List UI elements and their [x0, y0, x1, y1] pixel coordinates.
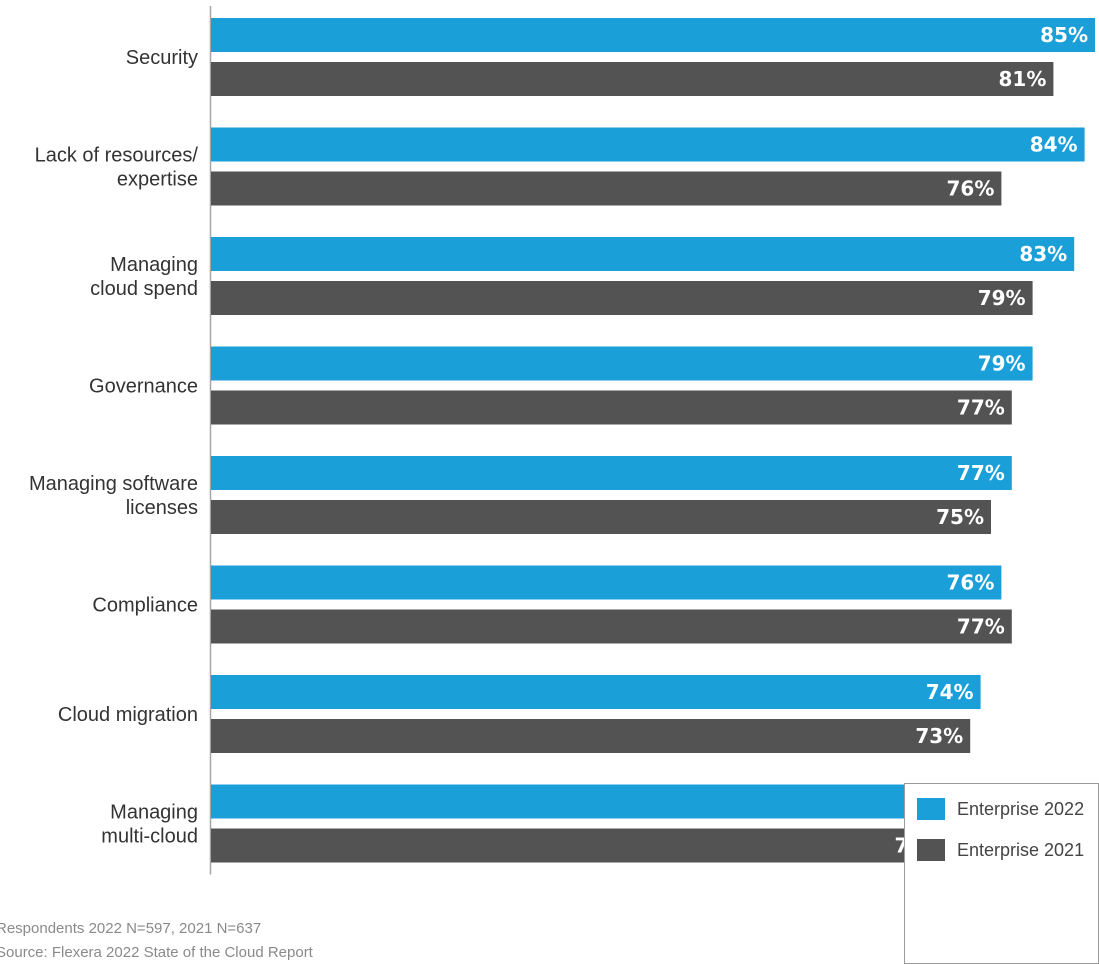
category-label-2-line-1: cloud spend [90, 278, 198, 300]
data-label-2022-1: 84% [1030, 133, 1078, 157]
category-label-2-line-0: Managing [110, 254, 198, 276]
bar-2022-0 [211, 18, 1095, 52]
data-label-2021-5: 77% [957, 615, 1005, 639]
category-label-6-line-0: Cloud migration [58, 704, 198, 726]
data-label-2022-6: 74% [926, 680, 974, 704]
bar-2021-1 [211, 171, 1002, 206]
legend: Enterprise 2022 Enterprise 2021 [904, 783, 1099, 964]
data-label-2021-0: 81% [999, 67, 1047, 91]
data-label-2021-3: 77% [957, 396, 1005, 420]
data-label-2021-1: 76% [947, 177, 995, 201]
category-label-7-line-1: multi-cloud [101, 826, 198, 848]
bar-2022-7 [211, 784, 960, 819]
data-label-2021-4: 75% [936, 505, 984, 529]
category-label-1-line-1: expertise [117, 169, 198, 191]
category-label-0-line-0: Security [126, 47, 198, 69]
bar-2021-4 [211, 500, 991, 534]
legend-item-2022: Enterprise 2022 [917, 798, 1084, 820]
category-label-4-line-0: Managing software [29, 473, 198, 495]
category-label-7-line-0: Managing [110, 802, 198, 824]
bar-2022-4 [211, 456, 1012, 490]
bar-2021-7 [211, 828, 950, 863]
bar-2022-1 [211, 127, 1085, 162]
legend-swatch-2022 [917, 798, 945, 820]
bar-2022-5 [211, 565, 1002, 600]
bar-2022-2 [211, 237, 1075, 271]
data-label-2021-6: 73% [915, 724, 963, 748]
bar-2021-0 [211, 62, 1054, 96]
footnote-respondents: Respondents 2022 N=597, 2021 N=637 [0, 920, 262, 937]
category-label-5-line-0: Compliance [92, 595, 198, 617]
data-label-2022-2: 83% [1019, 242, 1067, 266]
category-label-1-line-0: Lack of resources/ [35, 145, 199, 167]
bar-2021-6 [211, 719, 971, 753]
data-label-2022-5: 76% [947, 571, 995, 595]
bar-2021-3 [211, 390, 1012, 425]
data-label-2022-4: 77% [957, 461, 1005, 485]
bar-2021-2 [211, 281, 1033, 315]
data-label-2021-2: 79% [978, 286, 1026, 310]
category-label-3-line-0: Governance [89, 376, 198, 398]
category-label-4-line-1: licenses [126, 497, 198, 519]
legend-label-2022: Enterprise 2022 [957, 798, 1085, 819]
data-label-2022-3: 79% [978, 352, 1026, 376]
bar-2022-6 [211, 675, 981, 709]
data-label-2022-0: 85% [1040, 23, 1088, 47]
legend-label-2021: Enterprise 2021 [957, 839, 1085, 860]
legend-swatch-2021 [917, 839, 945, 861]
footnote-source: Source: Flexera 2022 State of the Cloud … [0, 944, 313, 961]
bar-2022-3 [211, 346, 1033, 381]
bar-2021-5 [211, 609, 1012, 644]
legend-item-2021: Enterprise 2021 [917, 839, 1084, 861]
